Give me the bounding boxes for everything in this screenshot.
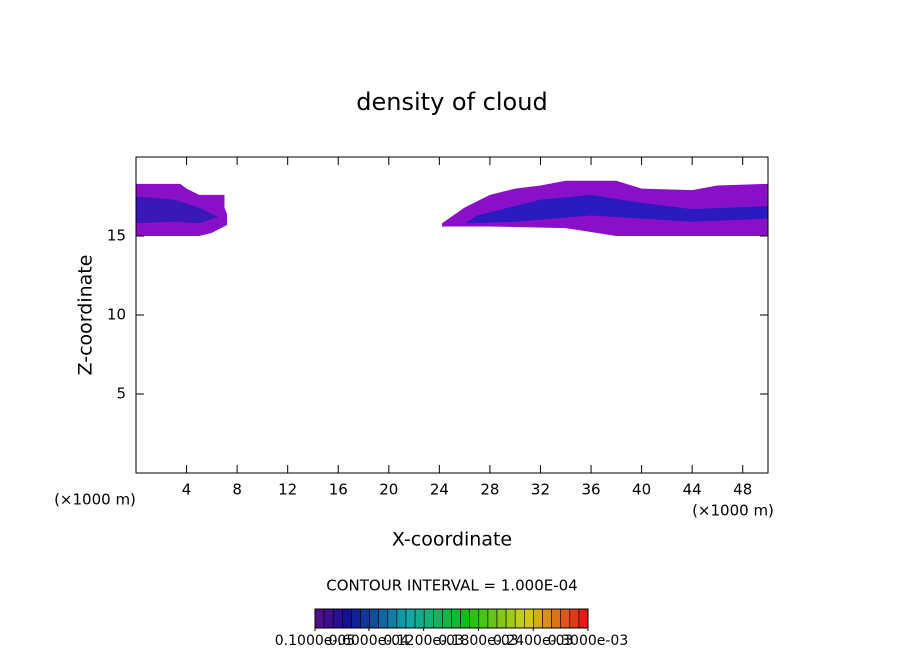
colorbar-stripe [560, 608, 571, 629]
colorbar-label: 0.2400e-03 [493, 633, 573, 649]
colorbar-stripe [578, 608, 589, 629]
colorbar-label: 0.3000e-03 [548, 633, 628, 649]
x-tick-label: 24 [430, 481, 449, 499]
y-tick-label: 10 [107, 306, 126, 324]
colorbar-stripe [523, 608, 534, 629]
annotation: CONTOUR INTERVAL = 1.000E-04 [326, 577, 577, 595]
colorbar-stripe [405, 608, 416, 629]
colorbar-stripe [414, 608, 425, 629]
colorbar-stripe [341, 608, 352, 629]
colorbar-label: 0.1800e-03 [438, 633, 518, 649]
x-unit-label: (×1000 m) [54, 491, 136, 509]
colorbar-stripe [533, 608, 543, 629]
y-axis-label: Z-coordinate [75, 255, 97, 376]
colorbar-stripe [369, 608, 380, 629]
colorbar-stripe [423, 608, 434, 629]
x-tick-label: 40 [632, 481, 651, 499]
x-tick-label: 36 [581, 481, 600, 499]
colorbar-stripe [469, 608, 480, 629]
colorbar-stripe [514, 608, 525, 629]
colorbar-stripe [396, 608, 407, 629]
x-tick-label: 32 [531, 481, 550, 499]
chart-title: density of cloud [356, 88, 547, 116]
x-unit-label: (×1000 m) [692, 502, 774, 520]
colorbar-stripe [314, 608, 325, 629]
x-tick-label: 20 [379, 481, 398, 499]
colorbar-stripe [442, 608, 452, 629]
colorbar-stripe [360, 608, 370, 629]
colorbar-stripe [542, 608, 552, 629]
colorbar-stripe [323, 608, 334, 629]
colorbar-stripe [551, 608, 561, 629]
colorbar-stripe [332, 608, 343, 629]
colorbar-stripe [460, 608, 471, 629]
x-tick-label: 48 [733, 481, 752, 499]
contour-region [136, 196, 219, 224]
x-tick-label: 44 [683, 481, 702, 499]
x-tick-label: 4 [182, 481, 192, 499]
colorbar-stripe [451, 608, 461, 629]
colorbar-stripe [387, 608, 398, 629]
contour-fill [136, 180, 768, 236]
colorbar-stripe [505, 608, 516, 629]
y-tick-label: 15 [107, 227, 126, 245]
x-tick-label: 8 [232, 481, 242, 499]
colorbar-stripe [487, 608, 498, 629]
colorbar-stripe [569, 608, 580, 629]
contour-region [464, 194, 768, 224]
colorbar: 0.1000e-050.6000e-040.1200e-030.1800e-03… [275, 608, 628, 649]
y-tick-label: 5 [116, 385, 126, 403]
x-tick-label: 16 [329, 481, 348, 499]
colorbar-label: 0.1200e-03 [383, 633, 463, 649]
colorbar-label: 0.1000e-05 [275, 633, 355, 649]
x-tick-label: 28 [480, 481, 499, 499]
colorbar-stripe [432, 608, 443, 629]
colorbar-stripe [496, 608, 507, 629]
colorbar-label: 0.6000e-04 [329, 633, 410, 649]
colorbar-stripe [351, 608, 361, 629]
x-axis-label: X-coordinate [392, 529, 512, 551]
colorbar-stripe [378, 608, 389, 629]
colorbar-stripe [478, 608, 489, 629]
x-tick-label: 12 [278, 481, 297, 499]
colorbar-frame [314, 608, 589, 629]
